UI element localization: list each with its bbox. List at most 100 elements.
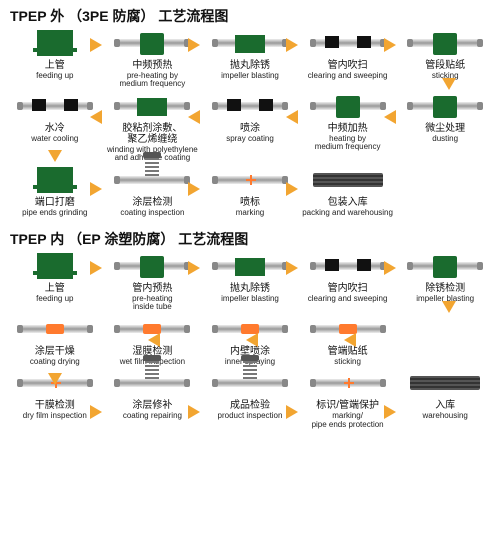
section-2: TPEP 内 （EP 涂塑防腐） 工艺流程图 上管feeding up管内预热p… [0, 223, 500, 429]
step-label-cn: 端口打磨 [35, 197, 75, 208]
step-icon [112, 28, 192, 58]
step-label-en: pipe ends grinding [22, 209, 87, 217]
step-label-cn: 管内吹扫 [328, 283, 368, 294]
step-cell: 涂层检测coating inspection [106, 165, 200, 217]
step-cell: 端口打磨pipe ends grinding [8, 165, 102, 217]
step-icon [210, 251, 290, 281]
step-label-en: pre-heatinginside tube [132, 295, 172, 312]
step-label-cn: 干膜检测 [35, 400, 75, 411]
step-label-cn: 抛丸除锈 [230, 283, 270, 294]
step-icon [15, 251, 95, 281]
step-label-cn: 涂层干燥 [35, 346, 75, 357]
step-label-cn: 包装入库 [328, 197, 368, 208]
step-label-en: marking [236, 209, 264, 217]
step-label-en: coating repairing [123, 412, 182, 420]
step-label-en: coating inspection [120, 209, 184, 217]
step-label-en: feeding up [36, 72, 73, 80]
step-icon [15, 368, 95, 398]
step-cell: 包装入库packing and warehousing [301, 165, 395, 217]
step-icon [15, 91, 95, 121]
step-cell: 干膜检测dry film inspection [8, 368, 102, 429]
step-cell: 微尘处理dusting [398, 91, 492, 163]
step-icon [405, 368, 485, 398]
step-label-en: dusting [432, 135, 458, 143]
step-icon [308, 91, 388, 121]
step-cell: 管内预热pre-heatinginside tube [106, 251, 200, 312]
step-cell: 管段贴纸sticking [398, 28, 492, 89]
step-label-en: impeller blasting [221, 295, 279, 303]
step-icon [308, 165, 388, 195]
step-label-en: product inspection [218, 412, 283, 420]
step-icon [405, 28, 485, 58]
step-cell: 喷涂spray coating [203, 91, 297, 163]
step-cell: 喷标marking [203, 165, 297, 217]
section-1: TPEP 外 （3PE 防腐） 工艺流程图 上管feeding up中频预热pr… [0, 0, 500, 217]
step-label-en: clearing and sweeping [308, 72, 388, 80]
step-cell: 涂层干燥coating drying [8, 314, 102, 366]
step-label-cn: 管内吹扫 [328, 60, 368, 71]
section-1-title: TPEP 外 （3PE 防腐） 工艺流程图 [0, 0, 500, 28]
step-label-cn: 管端贴纸 [328, 346, 368, 357]
step-label-en: clearing and sweeping [308, 295, 388, 303]
step-label-cn: 管段贴纸 [425, 60, 465, 71]
step-cell: 中频加热heating bymedium frequency [301, 91, 395, 163]
step-label-en: feeding up [36, 295, 73, 303]
step-label-cn: 除锈检测 [425, 283, 465, 294]
step-label-cn: 上管 [45, 60, 65, 71]
step-label-en: water cooling [31, 135, 78, 143]
step-label-cn: 胶粘剂涂敷、聚乙烯缠绕 [122, 123, 182, 145]
step-label-en: warehousing [423, 412, 468, 420]
step-icon [308, 368, 388, 398]
step-cell: 水冷water cooling [8, 91, 102, 163]
step-icon [15, 28, 95, 58]
step-cell: 除锈检测impeller blasting [398, 251, 492, 312]
step-icon [15, 165, 95, 195]
step-cell: 上管feeding up [8, 28, 102, 89]
step-label-en: sticking [334, 358, 361, 366]
step-icon [112, 314, 192, 344]
step-icon [210, 165, 290, 195]
step-cell: 管内吹扫clearing and sweeping [301, 28, 395, 89]
step-label-en: heating bymedium frequency [315, 135, 381, 152]
step-icon [308, 314, 388, 344]
step-label-cn: 上管 [45, 283, 65, 294]
step-label-en: packing and warehousing [302, 209, 393, 217]
step-label-cn: 标识/管端保护 [316, 400, 379, 411]
step-label-cn: 水冷 [45, 123, 65, 134]
step-label-en: marking/pipe ends protection [312, 412, 384, 429]
step-label-en: impeller blasting [416, 295, 474, 303]
step-cell [398, 165, 492, 217]
step-icon [210, 91, 290, 121]
step-icon [15, 314, 95, 344]
step-label-cn: 中频加热 [328, 123, 368, 134]
section-1-grid: 上管feeding up中频预热pre-heating bymedium fre… [0, 28, 500, 217]
step-label-cn: 喷标 [240, 197, 260, 208]
section-2-grid: 上管feeding up管内预热pre-heatinginside tube抛丸… [0, 251, 500, 429]
step-icon [112, 368, 192, 398]
step-cell: 涂层修补coating repairing [106, 368, 200, 429]
step-label-cn: 喷涂 [240, 123, 260, 134]
step-label-cn: 抛丸除锈 [230, 60, 270, 71]
step-icon [210, 314, 290, 344]
step-label-en: impeller blasting [221, 72, 279, 80]
section-2-title: TPEP 内 （EP 涂塑防腐） 工艺流程图 [0, 223, 500, 251]
step-label-en: pre-heating bymedium frequency [119, 72, 185, 89]
step-cell: 管端贴纸sticking [301, 314, 395, 366]
step-icon [308, 28, 388, 58]
step-icon [112, 91, 192, 121]
step-icon [112, 251, 192, 281]
step-label-en: dry film inspection [23, 412, 87, 420]
step-label-cn: 微尘处理 [425, 123, 465, 134]
step-label-en: sticking [432, 72, 459, 80]
step-icon [210, 368, 290, 398]
step-cell: 成品检验product inspection [203, 368, 297, 429]
step-label-cn: 管内预热 [132, 283, 172, 294]
step-icon [210, 28, 290, 58]
step-cell: 抛丸除锈impeller blasting [203, 28, 297, 89]
step-label-cn: 成品检验 [230, 400, 270, 411]
step-icon [405, 251, 485, 281]
step-icon [405, 91, 485, 121]
step-label-cn: 入库 [435, 400, 455, 411]
step-cell: 上管feeding up [8, 251, 102, 312]
step-cell: 管内吹扫clearing and sweeping [301, 251, 395, 312]
